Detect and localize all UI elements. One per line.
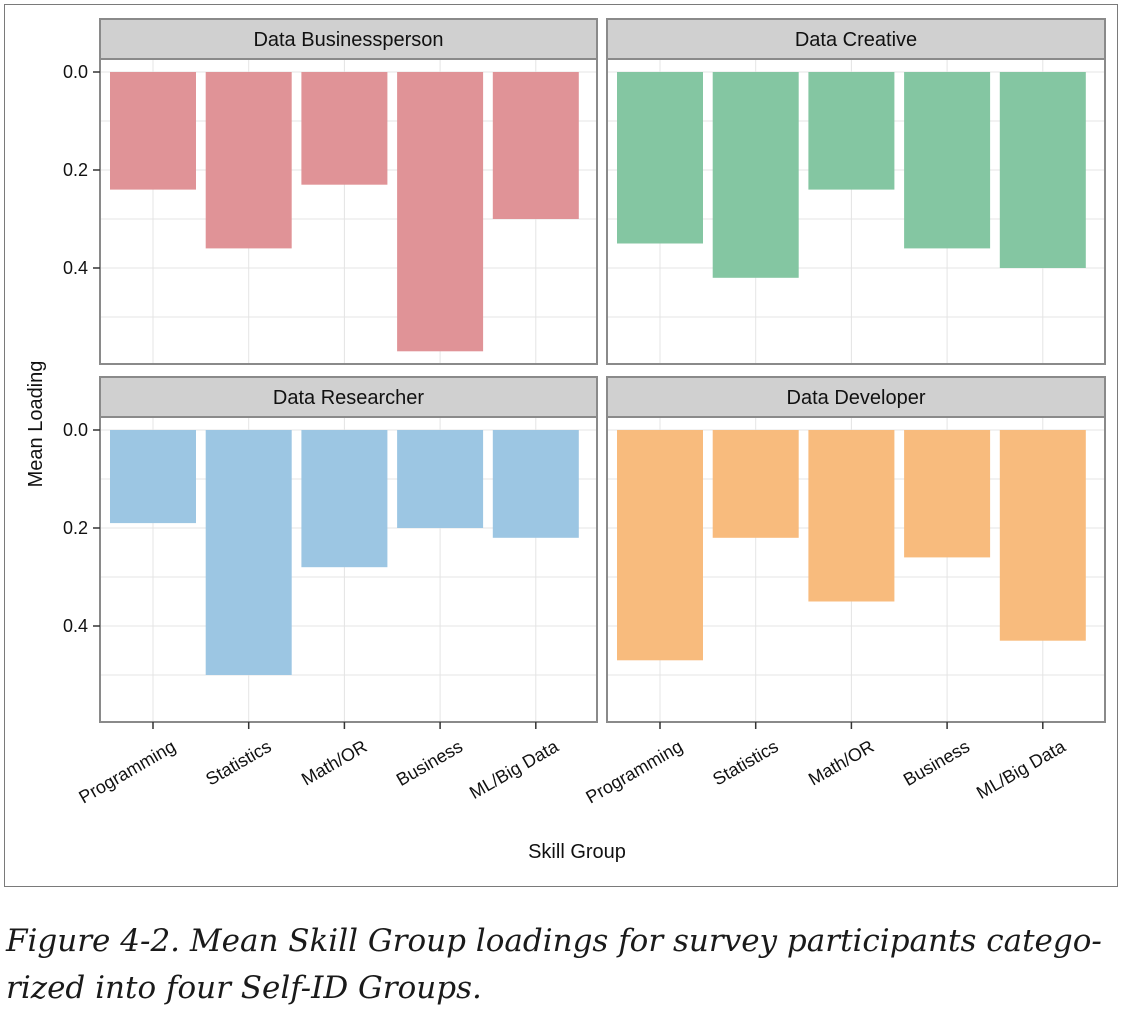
x-axis-title: Skill Group — [528, 841, 626, 863]
bar-data-businessperson-business — [397, 72, 484, 352]
bar-data-creative-business — [904, 72, 991, 249]
bar-data-businessperson-ml-big-data — [492, 72, 579, 219]
y-tick-label: 0.0 — [63, 420, 88, 440]
y-tick-label: 0.2 — [63, 160, 88, 180]
bar-data-researcher-math-or — [301, 430, 388, 568]
x-tick-label: Statistics — [709, 736, 781, 789]
bar-data-businessperson-programming — [110, 72, 196, 190]
x-tick-label: Programming — [582, 736, 686, 807]
bar-data-creative-statistics — [712, 72, 799, 278]
y-tick-label: 0.4 — [63, 258, 88, 278]
bar-data-developer-statistics — [712, 430, 799, 538]
bar-data-creative-programming — [617, 72, 703, 244]
bar-data-researcher-business — [397, 430, 484, 528]
y-axis-title: Mean Loading — [25, 361, 47, 488]
bar-data-researcher-statistics — [205, 430, 292, 675]
bar-data-researcher-ml-big-data — [492, 430, 579, 538]
facet-strip-data-researcher — [99, 376, 598, 418]
faceted-bar-chart: Mean Loading Skill Group Data Businesspe… — [25, 18, 1106, 863]
y-tick-label: 0.4 — [63, 616, 88, 636]
x-tick-label: Statistics — [202, 736, 274, 789]
bar-data-developer-ml-big-data — [999, 430, 1086, 641]
x-tick-label: ML/Big Data — [973, 736, 1070, 803]
bar-data-developer-programming — [617, 430, 703, 661]
facet-title-data-creative: Data Creative — [795, 29, 917, 51]
bar-data-researcher-programming — [110, 430, 196, 524]
facet-title-data-researcher: Data Researcher — [273, 387, 425, 409]
facet-strip-data-businessperson — [99, 18, 598, 60]
bar-data-developer-business — [904, 430, 991, 558]
facet-strip-data-developer — [606, 376, 1106, 418]
bar-data-businessperson-math-or — [301, 72, 388, 185]
bar-data-creative-ml-big-data — [999, 72, 1086, 268]
x-tick-label: Business — [393, 736, 466, 790]
bar-data-creative-math-or — [808, 72, 895, 190]
x-tick-label: Math/OR — [805, 736, 877, 789]
y-tick-label: 0.0 — [63, 62, 88, 82]
x-tick-label: Math/OR — [298, 736, 370, 789]
facet-title-data-developer: Data Developer — [787, 387, 926, 409]
x-tick-label: Programming — [75, 736, 179, 807]
x-tick-label: ML/Big Data — [466, 736, 563, 803]
figure-caption: Figure 4-2. Mean Skill Group loadings fo… — [6, 923, 1102, 1006]
bar-data-businessperson-statistics — [205, 72, 292, 249]
facet-strip-data-creative — [606, 18, 1106, 60]
facet-title-data-businessperson: Data Businessperson — [253, 29, 443, 51]
x-tick-label: Business — [900, 736, 973, 790]
bar-data-developer-math-or — [808, 430, 895, 602]
y-tick-label: 0.2 — [63, 518, 88, 538]
